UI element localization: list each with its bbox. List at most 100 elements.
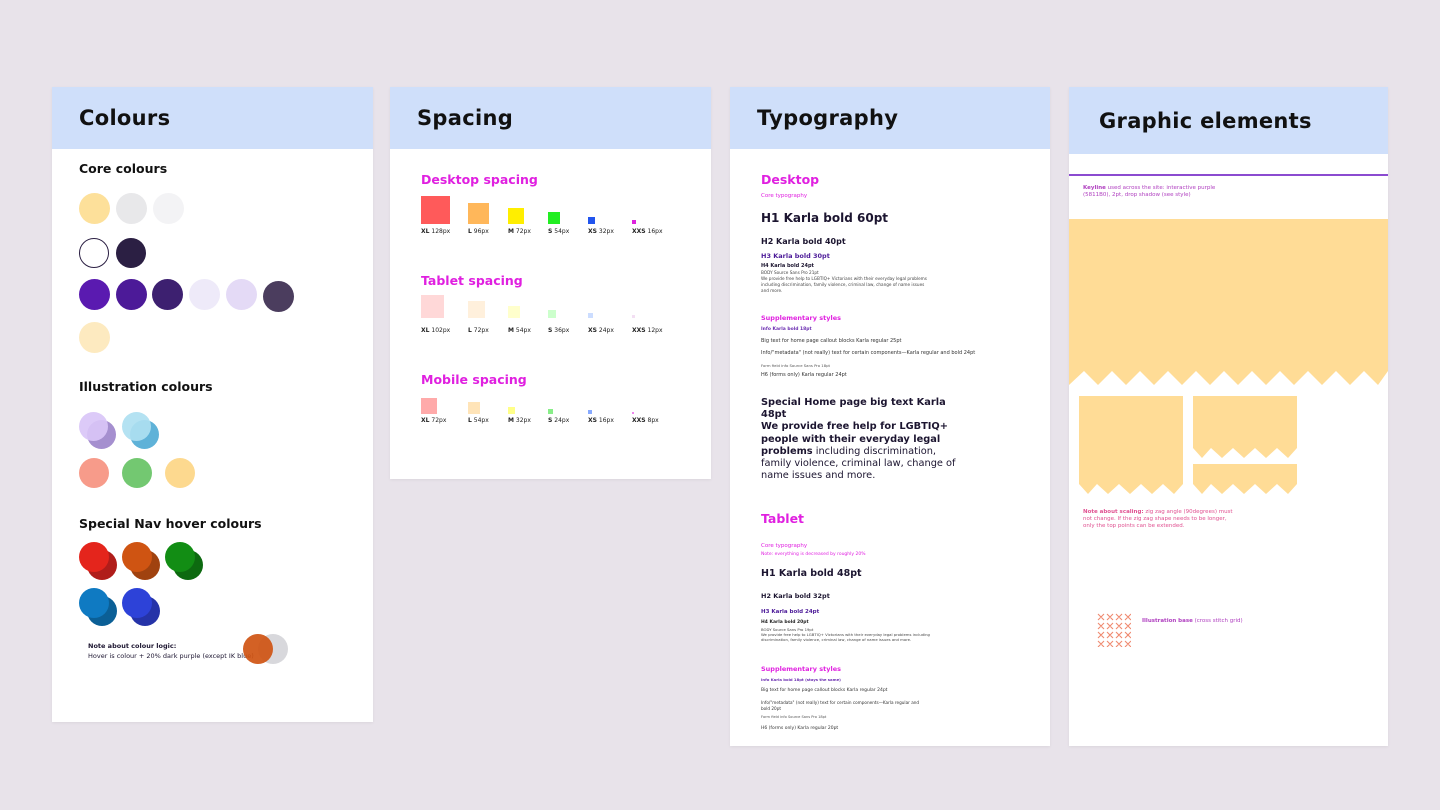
colour-logic-note-body: Hover is colour + 20% dark purple (excep… [88,652,254,660]
special-big-text-body: We provide free help for LGBTIQ+ people … [761,421,956,482]
spacing-square [421,398,437,414]
spacing-label: XS 24px [588,327,614,334]
typo-h3-sample: H3 Karla bold 30pt [761,252,830,260]
spacing-square [421,295,444,318]
typography-card-header: Typography [730,87,1050,149]
zigzag-tile-c [1193,464,1297,494]
typo-h1-sample: H1 Karla bold 60pt [761,211,889,225]
spacing-label: M 54px [508,327,531,334]
scaling-note-title: Note about scaling: [1083,509,1144,515]
spacing-square [508,306,520,318]
spacing-square [632,220,636,224]
typo-tablet-heading: Tablet [761,511,805,526]
spacing-label: S 54px [548,228,570,235]
core-swatch [116,193,147,224]
illustration-swatch [122,412,151,441]
typo-tablet-info-karla: Info Karla bold 18pt (stays the same) [761,677,841,682]
spacing-card: Spacing Desktop spacing XL 128px L 96px … [390,87,711,479]
typo-info-meta: Info/"metadata" (not really) text for ce… [761,350,976,356]
typo-body-sample: BODY Source Sans Pro 21pt We provide fre… [761,270,927,293]
special-big-text: Special Home page big text Karla 48pt We… [761,397,956,482]
nav-swatch [122,542,152,572]
spacing-square [548,409,553,414]
keyline-desc: Keyline used across the site: interactiv… [1083,185,1216,198]
core-swatch [152,279,183,310]
spacing-square [548,212,560,224]
spacing-label: L 96px [468,228,489,235]
typo-tablet-supp-label: Supplementary styles [761,665,841,673]
typography-card: Typography Desktop Core typography H1 Ka… [730,87,1050,746]
spacing-square [421,196,450,224]
spacing-label: XS 16px [588,417,614,424]
logic-swatch-orange [243,634,273,664]
core-swatch [189,279,220,310]
spacing-label: L 54px [468,417,489,424]
zigzag-tile-b [1193,396,1297,458]
zigzag-banner-shape [1069,219,1388,385]
core-swatch [79,193,110,224]
colours-card: Colours Core colours Illustration colour… [52,87,373,722]
keyline-sample [1069,174,1388,176]
colour-logic-note-title: Note about colour logic: [88,642,177,650]
typo-form-field: Form field info Source Sans Pro 18pt [761,363,831,368]
spacing-label: XXS 8px [632,417,659,424]
spacing-label: L 72px [468,327,489,334]
typo-core-label: Core typography [761,193,808,199]
core-colours-heading: Core colours [79,161,168,176]
spacing-square [588,410,592,414]
zigzag-tile-a [1079,396,1183,494]
typo-tablet-h2: H2 Karla bold 32pt [761,592,830,600]
spacing-label: XL 72px [421,417,447,424]
cross-stitch-icon [1097,613,1131,647]
spacing-square [548,310,556,318]
typo-tablet-note: Note: everything is decreased by roughly… [761,552,866,557]
illustration-base-label: Illustration base (cross stitch grid) [1142,618,1243,624]
core-swatch [79,279,110,310]
typo-tablet-body: BODY Source Sans Pro 19pt We provide fre… [761,627,930,643]
typo-desktop-heading: Desktop [761,172,820,187]
spacing-card-header: Spacing [390,87,711,149]
typo-tablet-h1: H1 Karla bold 48pt [761,568,862,579]
graphic-card: Graphic elements Keyline used across the… [1069,87,1388,746]
spacing-title: Spacing [417,106,514,130]
typo-tablet-h4: H4 Karla bold 20pt [761,620,809,625]
spacing-square [632,315,635,318]
illustration-swatch [79,412,108,441]
typo-tablet-h3: H3 Karla bold 24pt [761,609,820,615]
graphic-title: Graphic elements [1099,108,1312,133]
spacing-label: XS 32px [588,228,614,235]
spacing-label: M 72px [508,228,531,235]
spacing-label: XXS 16px [632,228,663,235]
spacing-square [508,208,524,224]
spacing-square [632,412,634,414]
spacing-square [588,313,593,318]
illustration-swatch [122,458,152,488]
nav-swatch [79,588,109,618]
spacing-label: M 32px [508,417,531,424]
nav-swatch [165,542,195,572]
spacing-square [468,301,485,318]
typo-tablet-info-meta: Info/"metadata" (not really) text for ce… [761,700,920,711]
spacing-label: S 24px [548,417,570,424]
scaling-note: Note about scaling: zig zag angle (90deg… [1083,509,1233,529]
colours-title: Colours [79,106,171,130]
illustration-base-title: Illustration base [1142,618,1193,624]
colours-card-header: Colours [52,87,373,149]
graphic-card-header: Graphic elements [1069,87,1388,154]
core-swatch [226,279,257,310]
spacing-label: S 36px [548,327,570,334]
tablet-spacing-heading: Tablet spacing [421,273,523,288]
spacing-square [588,217,595,224]
typography-title: Typography [757,106,899,130]
keyline-title: Keyline [1083,185,1106,191]
typo-info-karla: Info Karla bold 18pt [761,327,812,332]
typo-tablet-core-label: Core typography [761,543,808,549]
core-swatch [79,322,110,353]
spacing-square [468,203,489,224]
core-swatch [116,279,147,310]
core-swatch [153,193,184,224]
core-swatch [263,281,294,312]
nav-swatch [79,542,109,572]
desktop-spacing-heading: Desktop spacing [421,172,538,187]
core-swatch [116,238,146,268]
